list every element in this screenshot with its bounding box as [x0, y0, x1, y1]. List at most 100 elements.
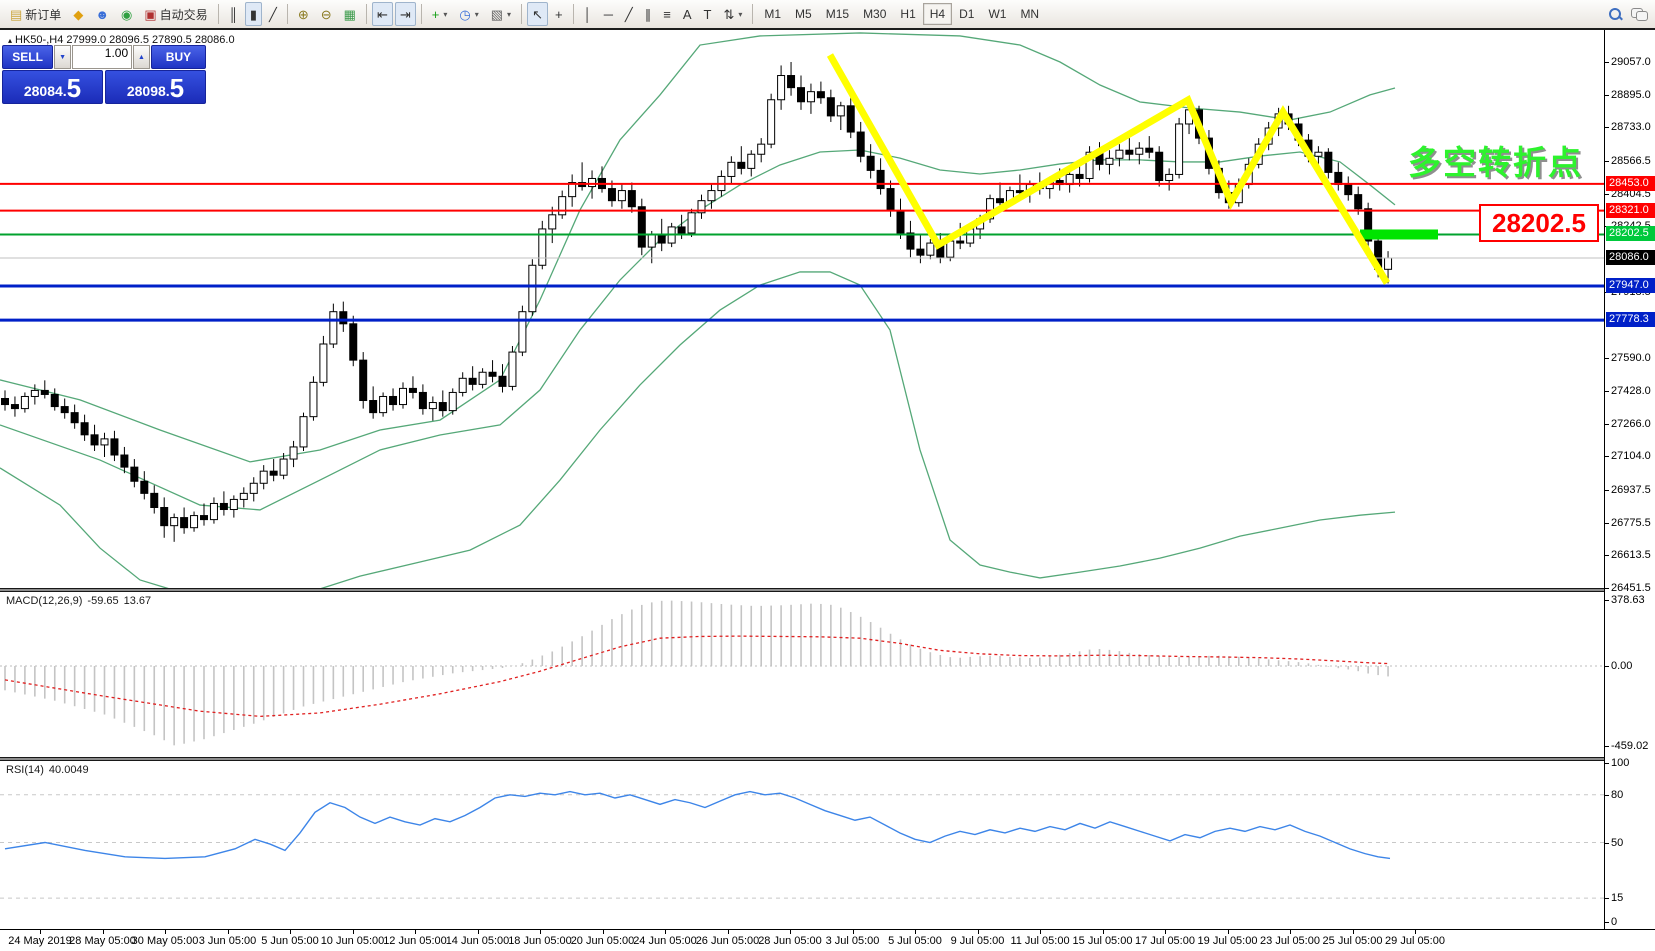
market-watch-icon[interactable]: ◆	[68, 2, 88, 26]
horizontal-levels[interactable]	[0, 182, 1604, 322]
macd-tick-label: 0.00	[1611, 660, 1633, 672]
volume-down-button[interactable]: ▼	[54, 45, 71, 69]
macd-canvas[interactable]	[0, 592, 1604, 757]
timeframe-w1[interactable]: W1	[988, 7, 1007, 21]
candle-body	[438, 402, 447, 412]
candle-body	[538, 228, 547, 266]
price-badge-28202.5: 28202.5	[1606, 226, 1655, 242]
rsi-panel[interactable]: RSI(14) 40.0049	[0, 761, 1604, 929]
candle-body	[50, 393, 59, 408]
new-order-button[interactable]: ▤ 新订单	[5, 2, 66, 26]
timeframe-m1[interactable]: M1	[764, 7, 782, 21]
support-highlight[interactable]	[1360, 229, 1438, 240]
candle-body	[498, 375, 507, 387]
timeframe-m15[interactable]: M15	[825, 7, 850, 21]
text-label-icon: T	[703, 6, 712, 22]
indicators-icon[interactable]: + ▾	[427, 2, 453, 26]
candle-body	[289, 446, 298, 460]
chart-shift-icon[interactable]: ⇥	[394, 2, 416, 26]
yellow-zigzag-trendline[interactable]	[826, 53, 1390, 285]
macd-label: MACD(12,26,9) -59.65 13.67	[6, 595, 152, 607]
candle-body	[458, 377, 467, 393]
macd-panel[interactable]: MACD(12,26,9) -59.65 13.67	[0, 592, 1604, 757]
time-axis[interactable]: 24 May 2019 28 May 05:00 30 May 05:00 3 Jun…	[0, 929, 1655, 951]
text-icon: A	[682, 6, 692, 22]
price-tick-label: 26451.5	[1611, 581, 1651, 594]
rsi-tick-label: 100	[1611, 757, 1630, 769]
profile-icon[interactable]: ☻	[90, 2, 114, 26]
volume-input[interactable]: 1.00	[71, 45, 133, 69]
price-tick-label: 29057.0	[1611, 56, 1651, 68]
text-icon[interactable]: A	[678, 2, 697, 26]
line-chart-icon[interactable]: ╱	[264, 2, 282, 26]
price-chart-canvas[interactable]	[0, 30, 1604, 588]
candle-body	[528, 264, 537, 313]
panel-separator[interactable]	[0, 588, 1655, 592]
buy-price[interactable]: 28098. 5	[105, 70, 206, 104]
signal-icon[interactable]: ◉	[116, 2, 137, 26]
candle-body	[269, 470, 278, 476]
panel-separator[interactable]	[0, 757, 1655, 761]
collapse-arrow-icon[interactable]: ▴	[8, 36, 13, 45]
zoom-out-icon[interactable]: ⊖	[316, 2, 337, 26]
equidistant-channel-icon[interactable]: ∥	[640, 2, 657, 26]
date-label: 25 Jul 05:00	[1322, 935, 1383, 947]
fibonacci-icon[interactable]: ≡	[658, 2, 676, 26]
trendline-icon: ╱	[624, 6, 633, 22]
zoom-in-icon[interactable]: ⊕	[293, 2, 314, 26]
horizontal-line-icon[interactable]: ─	[599, 2, 618, 26]
candlestick-chart-icon[interactable]: ▮	[244, 2, 263, 26]
date-label: 23 Jul 05:00	[1260, 935, 1320, 947]
axis-tick	[1605, 666, 1609, 667]
candle-body	[100, 438, 109, 446]
sell-price[interactable]: 28084. 5	[2, 70, 103, 104]
date-label: 11 Jul 05:00	[1010, 935, 1070, 947]
tile-windows-icon[interactable]: ▦	[339, 2, 361, 26]
axis-tick	[1605, 489, 1609, 491]
autotrading-button[interactable]: ▣ 自动交易	[139, 2, 212, 26]
rsi-line	[4, 790, 1391, 860]
templates-icon[interactable]: ▧ ▾	[486, 2, 516, 26]
price-badge-28321.0: 28321.0	[1606, 202, 1655, 218]
volume-up-button[interactable]: ▲	[133, 45, 150, 69]
rsi-canvas[interactable]	[0, 761, 1604, 929]
candle-body	[399, 387, 407, 406]
timeframe-mn[interactable]: MN	[1020, 7, 1040, 21]
periods-icon[interactable]: ◷ ▾	[454, 2, 483, 26]
buy-button[interactable]: BUY	[150, 45, 207, 69]
search-icon[interactable]	[1609, 8, 1623, 21]
sell-button[interactable]: SELL	[2, 45, 54, 69]
vertical-line-icon[interactable]: │	[579, 2, 597, 26]
text-label-icon[interactable]: T	[699, 2, 717, 26]
dropdown-caret-icon: ▾	[738, 9, 743, 19]
timeframe-m30[interactable]: M30	[863, 7, 887, 21]
cursor-icon[interactable]: ↖	[527, 2, 548, 26]
timeframe-h4[interactable]: H4	[922, 3, 953, 25]
timeframe-d1[interactable]: D1	[959, 7, 975, 21]
chat-icon[interactable]	[1631, 8, 1648, 21]
time-tick	[790, 930, 791, 934]
price-callout-box[interactable]: 28202.5	[1479, 204, 1599, 242]
candle-body	[916, 248, 925, 256]
date-label: 3 Jul 05:00	[825, 935, 880, 947]
candle-body	[1115, 149, 1124, 159]
candle-body	[10, 404, 19, 410]
axis-tick	[1605, 555, 1609, 557]
candle-body	[448, 391, 457, 412]
candle-body	[1105, 157, 1114, 165]
price-badge-27947.0: 27947.0	[1606, 278, 1655, 294]
timeframe-h1[interactable]: H1	[900, 7, 916, 21]
time-tick	[727, 930, 729, 934]
arrows-icon[interactable]: ⇅ ▾	[718, 2, 747, 26]
price-axis[interactable]: 29057.028895.028733.028566.528404.528242…	[1604, 30, 1655, 930]
auto-scroll-icon[interactable]: ⇤	[371, 2, 393, 26]
bar-chart-icon[interactable]: ║	[224, 2, 243, 26]
one-click-trading-panel: SELL ▼ 1.00 ▲ BUY 28084. 5 28098. 5	[2, 45, 207, 104]
time-tick	[227, 930, 229, 934]
crosshair-icon[interactable]: +	[550, 2, 568, 26]
price-chart-panel[interactable]	[0, 30, 1604, 588]
candle-body	[1155, 151, 1164, 181]
date-label: 15 Jul 05:00	[1072, 935, 1133, 947]
trendline-icon[interactable]: ╱	[620, 2, 638, 26]
timeframe-m5[interactable]: M5	[795, 7, 812, 21]
